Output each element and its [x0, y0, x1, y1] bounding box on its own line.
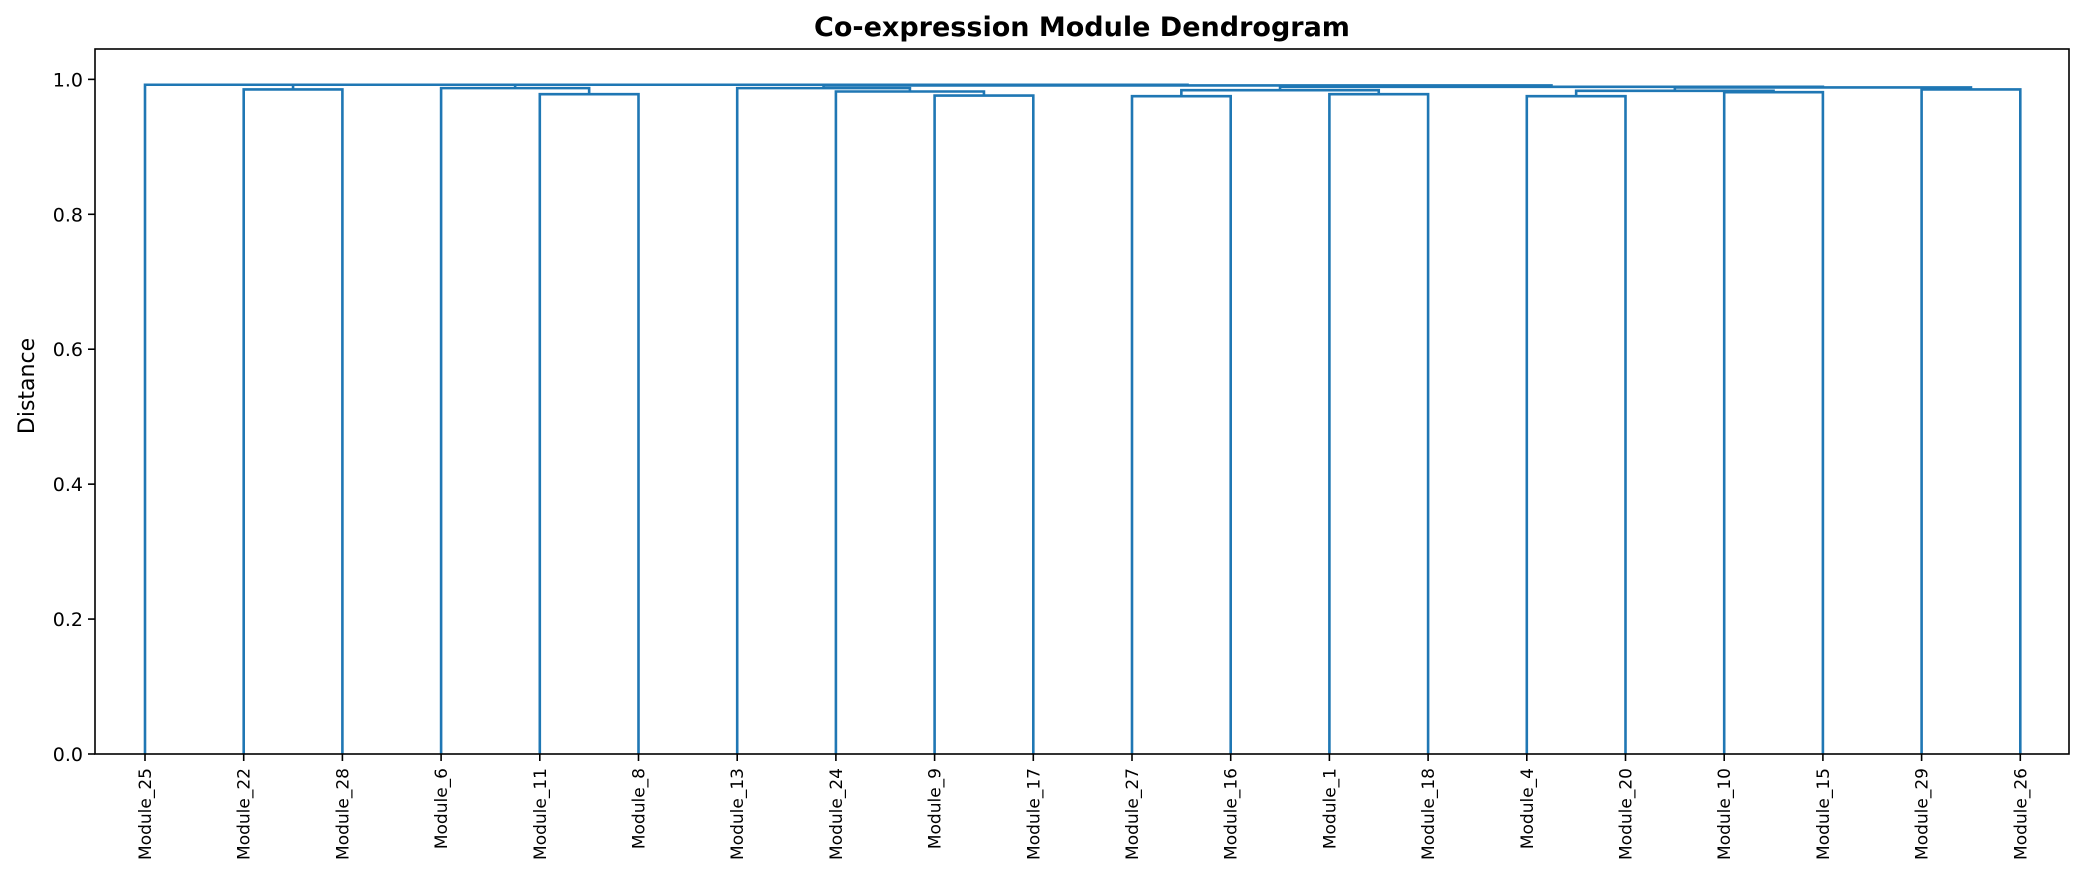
leaf-label: Module_4	[1518, 768, 1538, 849]
dendrogram-link	[933, 94, 1035, 754]
dendrogram-link	[439, 86, 591, 754]
y-tick-label: 0.4	[53, 474, 83, 496]
leaf-label: Module_28	[333, 768, 353, 860]
dendrogram-link	[242, 88, 344, 754]
y-tick-label: 0.8	[53, 204, 83, 226]
dendrogram-link	[143, 83, 295, 754]
dendrogram-link	[367, 83, 1189, 87]
leaf-label: Module_9	[926, 768, 946, 849]
leaf-label: Module_11	[531, 768, 551, 860]
y-axis-label: Distance	[15, 338, 40, 434]
y-tick-label: 1.0	[53, 69, 83, 91]
dendrogram-link	[834, 90, 986, 754]
leaf-label: Module_15	[1814, 768, 1834, 860]
leaf-label: Module_27	[1123, 768, 1143, 860]
leaf-label: Module_13	[728, 768, 748, 860]
dendrogram-link	[538, 92, 640, 754]
y-tick-label: 0.6	[53, 339, 83, 361]
dendrogram-link	[1722, 90, 1825, 754]
y-tick-label: 0.0	[53, 744, 83, 766]
leaf-label: Module_1	[1320, 768, 1340, 849]
leaf-label: Module_16	[1222, 768, 1242, 860]
leaf-label: Module_6	[432, 768, 452, 849]
y-tick-label: 0.2	[53, 609, 83, 631]
leaf-label: Module_29	[1913, 768, 1933, 860]
dendrogram-link	[1130, 94, 1232, 754]
dendrogram-link	[1328, 92, 1430, 754]
leaf-label: Module_25	[136, 768, 156, 860]
leaf-label: Module_26	[2011, 768, 2031, 860]
leaf-label: Module_17	[1024, 768, 1044, 860]
dendrogram-link	[1574, 89, 1775, 97]
dendrogram-link	[1525, 94, 1627, 754]
y-axis: 0.0 0.2 0.4 0.6 0.8 1.0	[53, 69, 95, 766]
leaf-label: Module_18	[1419, 768, 1439, 860]
leaf-label: Module_24	[827, 768, 847, 860]
dendrogram-links	[143, 83, 2022, 754]
leaf-label: Module_20	[1617, 768, 1637, 860]
plot-area-frame	[94, 48, 2070, 755]
x-axis: Module_25 Module_22 Module_28 Module_6 Modul…	[136, 754, 2031, 860]
leaf-label: Module_10	[1715, 768, 1735, 860]
leaf-label: Module_22	[235, 768, 255, 860]
dendrogram-link	[1920, 88, 2022, 754]
leaf-label: Module_8	[630, 768, 650, 849]
dendrogram-link	[735, 86, 912, 754]
chart-title: Co-expression Module Dendrogram	[814, 12, 1350, 43]
